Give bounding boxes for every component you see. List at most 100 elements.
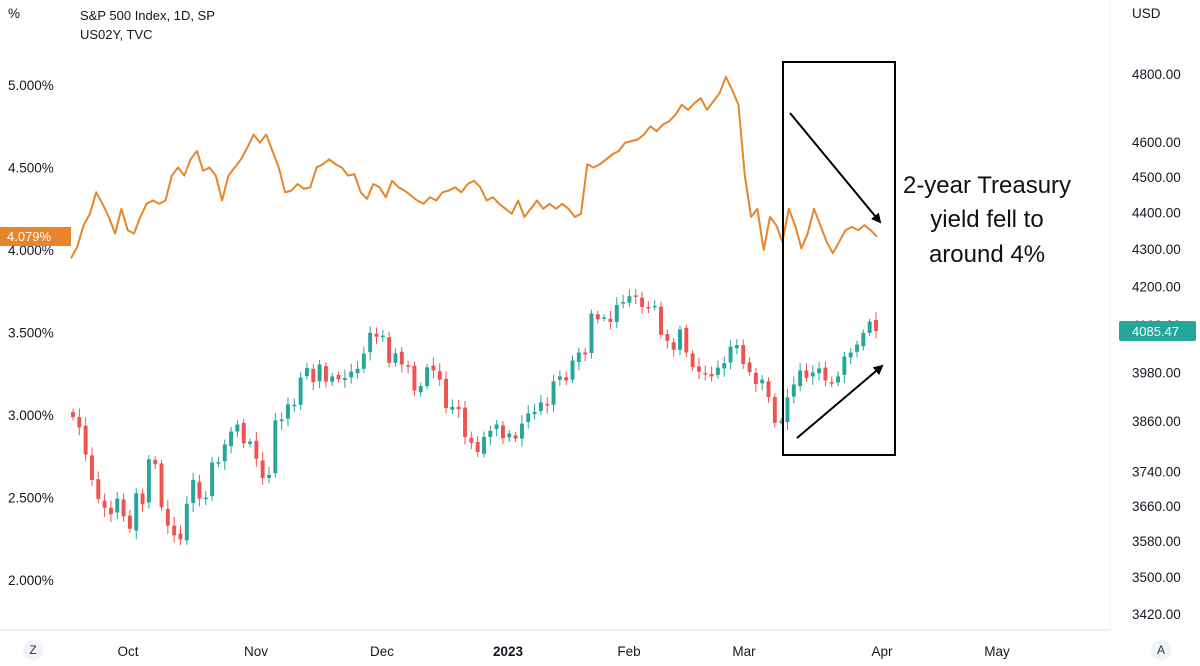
spx-candle — [728, 346, 733, 363]
spx-candle — [741, 345, 746, 365]
down-arrow — [789, 112, 882, 224]
spx-candle — [248, 441, 252, 445]
time-axis-ticks: Oct Nov Dec 2023 Feb Mar Apr May — [117, 644, 1010, 659]
spx-candle — [804, 370, 809, 379]
spx-candle — [304, 368, 309, 377]
spx-candle — [861, 332, 866, 347]
time-tick-label: Apr — [871, 644, 893, 659]
spx-candles — [71, 288, 878, 546]
spx-candle — [570, 360, 575, 380]
left-axis-unit: % — [8, 6, 20, 21]
spx-candle — [437, 371, 442, 380]
spx-candle — [216, 462, 221, 464]
annotation-line-3: around 4% — [929, 241, 1045, 268]
spx-candle — [753, 372, 758, 385]
spx-candle — [311, 368, 316, 383]
spx-candle — [722, 363, 727, 369]
spx-candle — [241, 422, 246, 444]
spx-candle — [342, 378, 347, 381]
spx-candle — [817, 368, 822, 374]
spx-candle — [229, 431, 234, 447]
time-tick-label: Mar — [732, 644, 756, 659]
spx-value-label: 4085.47 — [1132, 324, 1179, 339]
spx-candle — [456, 406, 461, 410]
annotation-line-1: 2-year Treasury — [903, 172, 1071, 199]
right-tick-label: 3980.00 — [1132, 365, 1181, 380]
spx-candle — [513, 435, 518, 439]
left-tick-label: 4.000% — [8, 243, 54, 258]
spx-candle — [690, 353, 695, 368]
right-tick-label: 4600.00 — [1132, 135, 1181, 150]
spx-candle — [146, 459, 151, 503]
spx-candle — [614, 305, 619, 323]
spx-candle — [317, 364, 322, 382]
right-tick-label: 3860.00 — [1132, 414, 1181, 429]
spx-candle — [627, 296, 632, 303]
spx-candle — [127, 515, 132, 529]
yield-value-label: 4.079% — [7, 229, 52, 244]
spx-candle — [153, 460, 158, 465]
spx-candle — [134, 493, 139, 531]
spx-candle — [399, 351, 404, 365]
auto-scale-left-button[interactable] — [23, 640, 43, 660]
spx-candle — [532, 411, 537, 415]
spx-candle — [267, 474, 271, 478]
spx-candle — [576, 352, 581, 363]
spx-candle — [286, 404, 290, 419]
spx-candle — [298, 377, 303, 405]
spx-candle — [798, 370, 803, 387]
spx-candle — [538, 402, 543, 411]
legend-us02y[interactable]: US02Y, TVC — [80, 27, 153, 42]
spx-candle — [519, 423, 524, 439]
spx-candle — [867, 321, 872, 333]
left-tick-label: 5.000% — [8, 78, 54, 93]
auto-scale-right-label: A — [1157, 643, 1165, 657]
time-tick-label: Oct — [117, 644, 138, 659]
spx-candle — [412, 365, 417, 391]
time-tick-label: Nov — [244, 644, 268, 659]
spx-candle — [747, 362, 752, 373]
spx-candle — [191, 480, 196, 503]
spx-candle — [848, 352, 853, 358]
right-tick-label: 3660.00 — [1132, 499, 1181, 514]
legend-spx[interactable]: S&P 500 Index, 1D, SP — [80, 8, 215, 23]
spx-candle — [545, 403, 550, 406]
spx-candle — [121, 499, 126, 517]
spx-candle — [83, 425, 88, 455]
spx-candle — [254, 440, 259, 459]
up-arrow — [796, 364, 884, 439]
spx-candle — [387, 337, 392, 363]
spx-candle — [715, 367, 720, 375]
spx-candle — [557, 376, 562, 380]
spx-candle — [425, 367, 430, 387]
spx-candle — [583, 352, 588, 355]
spx-candle — [165, 509, 170, 526]
time-tick-label: Feb — [617, 644, 640, 659]
spx-candle — [380, 335, 385, 338]
spx-candle — [102, 500, 107, 508]
yield-value-badge — [0, 227, 71, 246]
auto-scale-left-label: Z — [29, 643, 36, 657]
spx-candle — [140, 493, 145, 505]
spx-candle — [709, 374, 714, 377]
auto-scale-right-button[interactable] — [1151, 640, 1171, 660]
right-tick-label: 4400.00 — [1132, 206, 1181, 221]
spx-candle — [633, 295, 638, 297]
annotation-line-2: yield fell to — [930, 206, 1043, 233]
spx-candle — [684, 327, 689, 353]
right-tick-label: 3740.00 — [1132, 465, 1181, 480]
spx-candle — [159, 463, 164, 508]
spx-candle — [349, 371, 354, 378]
spx-candle — [374, 333, 379, 337]
spx-candle — [260, 460, 265, 478]
spx-candle — [108, 507, 113, 515]
right-tick-label: 3580.00 — [1132, 534, 1181, 549]
spx-candle — [621, 301, 626, 304]
spx-candle — [734, 345, 739, 349]
spx-candle — [678, 329, 682, 350]
spx-candle — [779, 421, 784, 423]
spx-candle — [184, 503, 189, 541]
spx-candle — [178, 533, 183, 540]
spx-candle — [494, 424, 499, 430]
